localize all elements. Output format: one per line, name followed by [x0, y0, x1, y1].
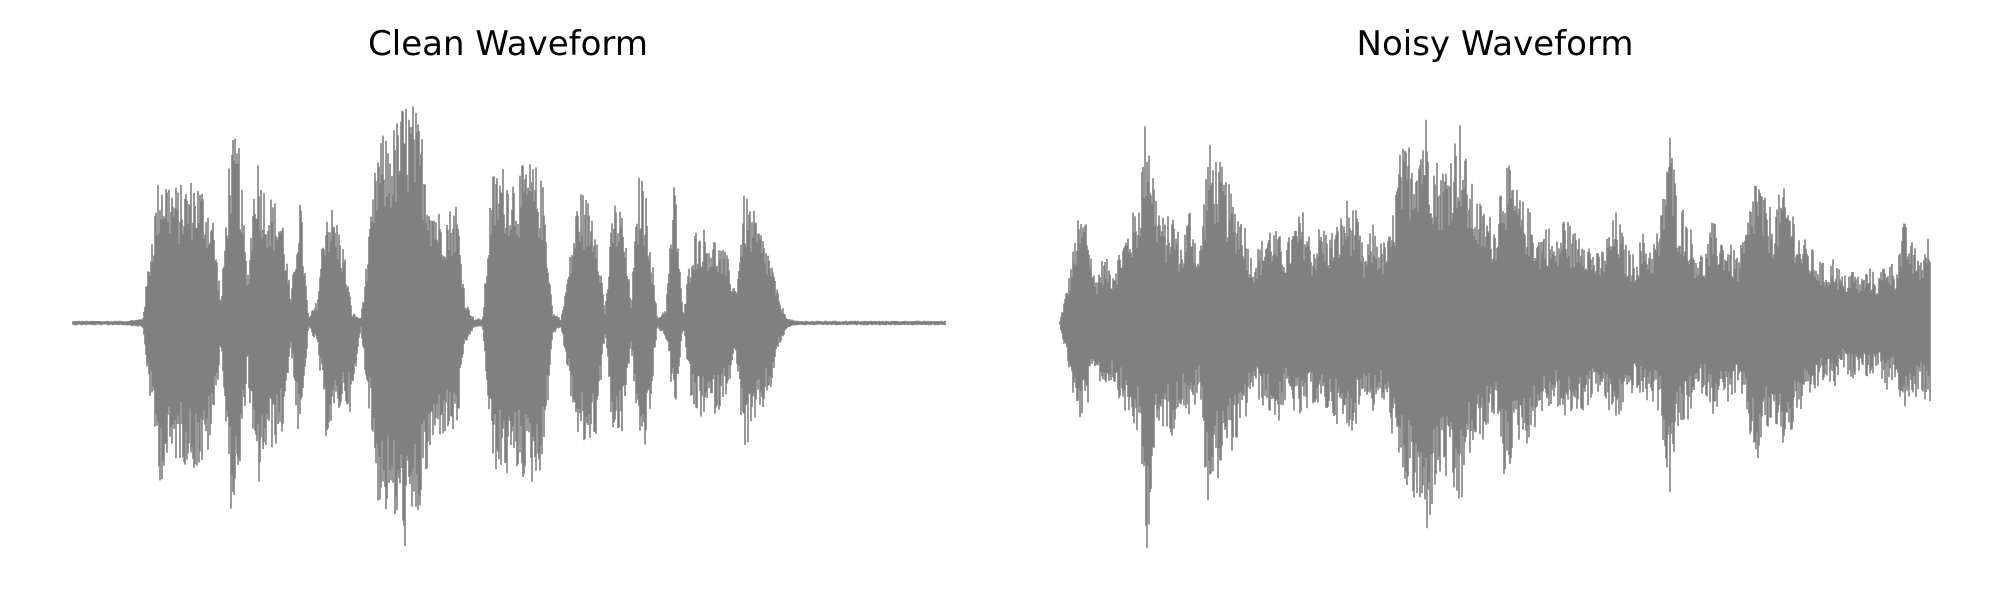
waveform-line — [1060, 120, 1930, 548]
noisy-waveform-panel: Noisy Waveform — [1000, 0, 2000, 600]
noisy-waveform-plot — [1000, 0, 2000, 600]
clean-waveform-panel: Clean Waveform — [0, 0, 1000, 600]
waveform-series — [73, 106, 945, 546]
waveform-series — [1060, 120, 1930, 548]
waveform-line — [73, 106, 945, 546]
clean-waveform-plot — [0, 0, 1000, 600]
